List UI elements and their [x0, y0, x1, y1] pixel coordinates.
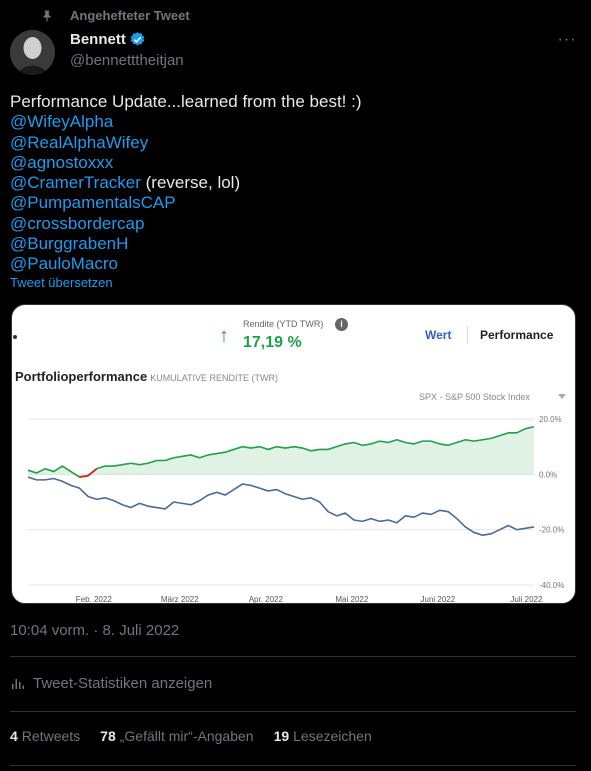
benchmark-select[interactable]: SPX - S&P 500 Stock Index	[419, 392, 530, 402]
tab-divider	[467, 326, 468, 344]
divider	[10, 656, 576, 657]
mention-line: @WifeyAlpha	[10, 112, 570, 132]
mention-line: @agnostoxxx	[10, 153, 570, 173]
verified-badge-icon	[130, 32, 145, 46]
tab-wert[interactable]: Wert	[425, 328, 452, 342]
tweet-lead-text: Performance Update...learned from the be…	[10, 92, 362, 111]
mention-link[interactable]: @crossbordercap	[10, 213, 145, 233]
bullet-dot	[13, 335, 17, 339]
info-icon[interactable]: i	[335, 318, 348, 331]
mention-link[interactable]: @PauloMacro	[10, 254, 118, 274]
arrow-up-icon: ↑	[219, 325, 229, 347]
portfolio-area	[28, 426, 534, 478]
chart-title-text: Portfolioperformance	[15, 369, 148, 384]
bookmark-count[interactable]: 19 Lesezeichen	[273, 728, 372, 744]
mention-link[interactable]: @RealAlphaWifey	[10, 132, 149, 152]
translate-tweet-link[interactable]: Tweet übersetzen	[10, 275, 113, 290]
author-handle[interactable]: @bennetttheitjan	[70, 52, 184, 69]
portfolio-dip-segment	[79, 468, 98, 478]
x-tick-label: März 2022	[161, 595, 199, 604]
tweet-timestamp[interactable]: 10:04 vorm. · 8. Juli 2022	[10, 622, 180, 639]
author-name[interactable]: Bennett	[70, 31, 126, 48]
pin-icon	[43, 10, 51, 22]
pinned-label-text: Angehefteter Tweet	[70, 7, 190, 23]
tab-performance[interactable]: Performance	[480, 328, 554, 342]
author-name-row[interactable]: Bennett	[70, 31, 146, 48]
mention-line: @RealAlphaWifey	[10, 133, 570, 153]
portfolio-line	[27, 425, 535, 478]
mention-link[interactable]: @WifeyAlpha	[10, 112, 114, 132]
x-tick-label: Mai 2022	[335, 595, 368, 604]
y-tick-label: -20.0%	[539, 526, 564, 535]
engagement-counts: 4 Retweets 78 „Gefällt mir“-Angaben 19 Lese…	[10, 728, 392, 744]
performance-chart: 20.0% 0.0% -20.0% -40.0% Feb. 2022 März 2022 A…	[27, 415, 564, 604]
analytics-icon	[12, 678, 24, 689]
performance-card-image[interactable]: ↑ Rendite (YTD TWR) i 17,19 % Wert Perfo…	[11, 304, 576, 604]
return-value: 17,19 %	[243, 334, 302, 351]
pinned-tweet-label: Angehefteter Tweet	[40, 6, 190, 24]
x-tick-label: Feb. 2022	[76, 595, 113, 604]
mention-line: @BurggrabenH	[10, 234, 570, 254]
benchmark-line	[27, 476, 535, 536]
mention-link[interactable]: @CramerTracker	[10, 173, 141, 193]
more-options-icon[interactable]: ···	[557, 31, 577, 48]
retweet-count[interactable]: 4 Retweets	[10, 728, 81, 744]
tweet-analytics-link[interactable]: Tweet-Statistiken anzeigen	[10, 675, 212, 692]
x-tick-label: Apr. 2022	[249, 595, 284, 604]
y-tick-label: 20.0%	[539, 415, 562, 424]
chevron-down-icon[interactable]	[558, 394, 566, 399]
avatar[interactable]	[10, 30, 55, 75]
mention-link[interactable]: @agnostoxxx	[10, 152, 114, 172]
chart-title: Portfolioperformance KUMULATIVE RENDITE (…	[15, 369, 278, 384]
y-tick-label: 0.0%	[539, 470, 557, 479]
like-count[interactable]: 78 „Gefällt mir“-Angaben	[100, 728, 254, 744]
return-label: Rendite (YTD TWR)	[243, 319, 324, 329]
mention-line: @PumpamentalsCAP	[10, 193, 570, 213]
mention-link[interactable]: @PumpamentalsCAP	[10, 193, 176, 213]
mention-line: @CramerTracker (reverse, lol)	[10, 173, 570, 193]
mention-line: @PauloMacro	[10, 254, 570, 274]
divider	[10, 765, 576, 766]
x-tick-label: Juni 2022	[421, 595, 456, 604]
avatar-image	[10, 30, 55, 75]
divider	[10, 711, 576, 712]
mention-suffix: (reverse, lol)	[140, 173, 241, 193]
analytics-label[interactable]: Tweet-Statistiken anzeigen	[33, 675, 213, 692]
x-tick-label: Juli 2022	[510, 595, 543, 604]
mention-line: @crossbordercap	[10, 214, 570, 234]
y-tick-label: -40.0%	[539, 581, 564, 590]
chart-subtitle: KUMULATIVE RENDITE (TWR)	[150, 373, 279, 383]
tweet-text: Performance Update...learned from the be…	[10, 92, 570, 275]
mention-link[interactable]: @BurggrabenH	[10, 234, 129, 254]
